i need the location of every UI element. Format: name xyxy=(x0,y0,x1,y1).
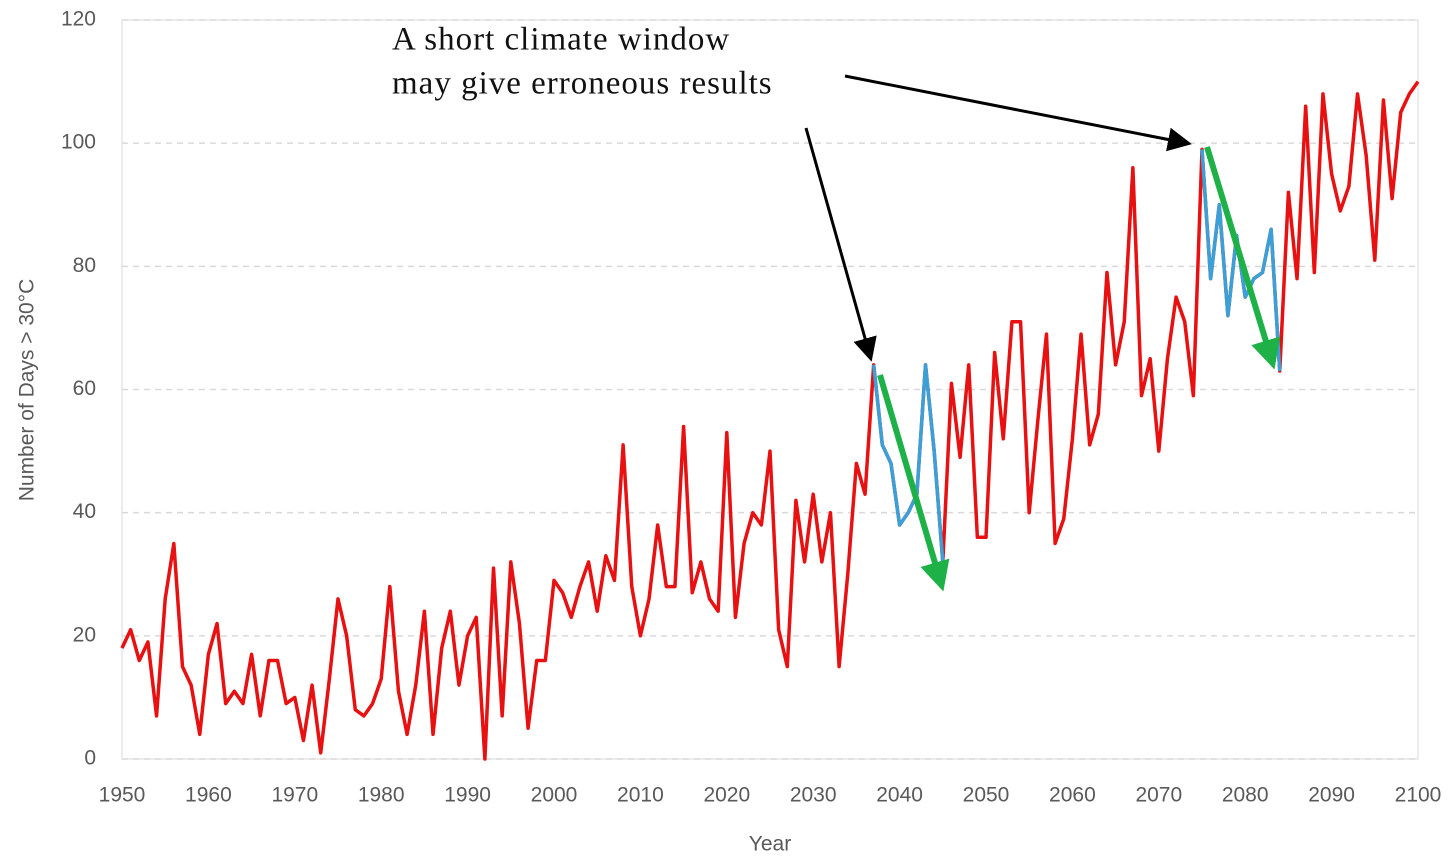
trend-arrow xyxy=(877,374,950,592)
y-tick-label: 80 xyxy=(73,254,96,277)
x-tick-label: 2020 xyxy=(703,784,750,807)
x-tick-label: 2050 xyxy=(963,784,1010,807)
x-tick-label: 1950 xyxy=(99,784,146,807)
y-tick-label: 60 xyxy=(73,377,96,400)
x-tick-label: 1960 xyxy=(185,784,232,807)
y-tick-label: 120 xyxy=(61,8,96,31)
x-tick-label: 2090 xyxy=(1308,784,1355,807)
x-tick-label: 2000 xyxy=(531,784,578,807)
x-tick-label: 2030 xyxy=(790,784,837,807)
x-tick-label: 2070 xyxy=(1135,784,1182,807)
y-tick-label: 100 xyxy=(61,131,96,154)
y-tick-label: 40 xyxy=(73,500,96,523)
x-tick-label: 2060 xyxy=(1049,784,1096,807)
x-tick-label: 2100 xyxy=(1395,784,1442,807)
arrow xyxy=(804,127,877,362)
annotation: A short climate window xyxy=(392,22,730,58)
x-tick-label: 1980 xyxy=(358,784,405,807)
x-tick-label: 1970 xyxy=(271,784,318,807)
annotation: may give erroneous results xyxy=(392,66,773,102)
y-axis-label: Number of Days > 30°C xyxy=(16,279,39,502)
y-tick-label: 20 xyxy=(73,623,96,646)
x-axis-label: Year xyxy=(749,833,791,856)
x-tick-label: 2010 xyxy=(617,784,664,807)
data-line xyxy=(871,149,1282,563)
x-tick-label: 1990 xyxy=(444,784,491,807)
x-tick-label: 2040 xyxy=(876,784,923,807)
data-line xyxy=(120,80,1420,761)
y-tick-label: 0 xyxy=(84,747,96,770)
x-tick-label: 2080 xyxy=(1222,784,1269,807)
arrow xyxy=(844,74,1192,152)
trend-arrow xyxy=(1204,146,1281,370)
